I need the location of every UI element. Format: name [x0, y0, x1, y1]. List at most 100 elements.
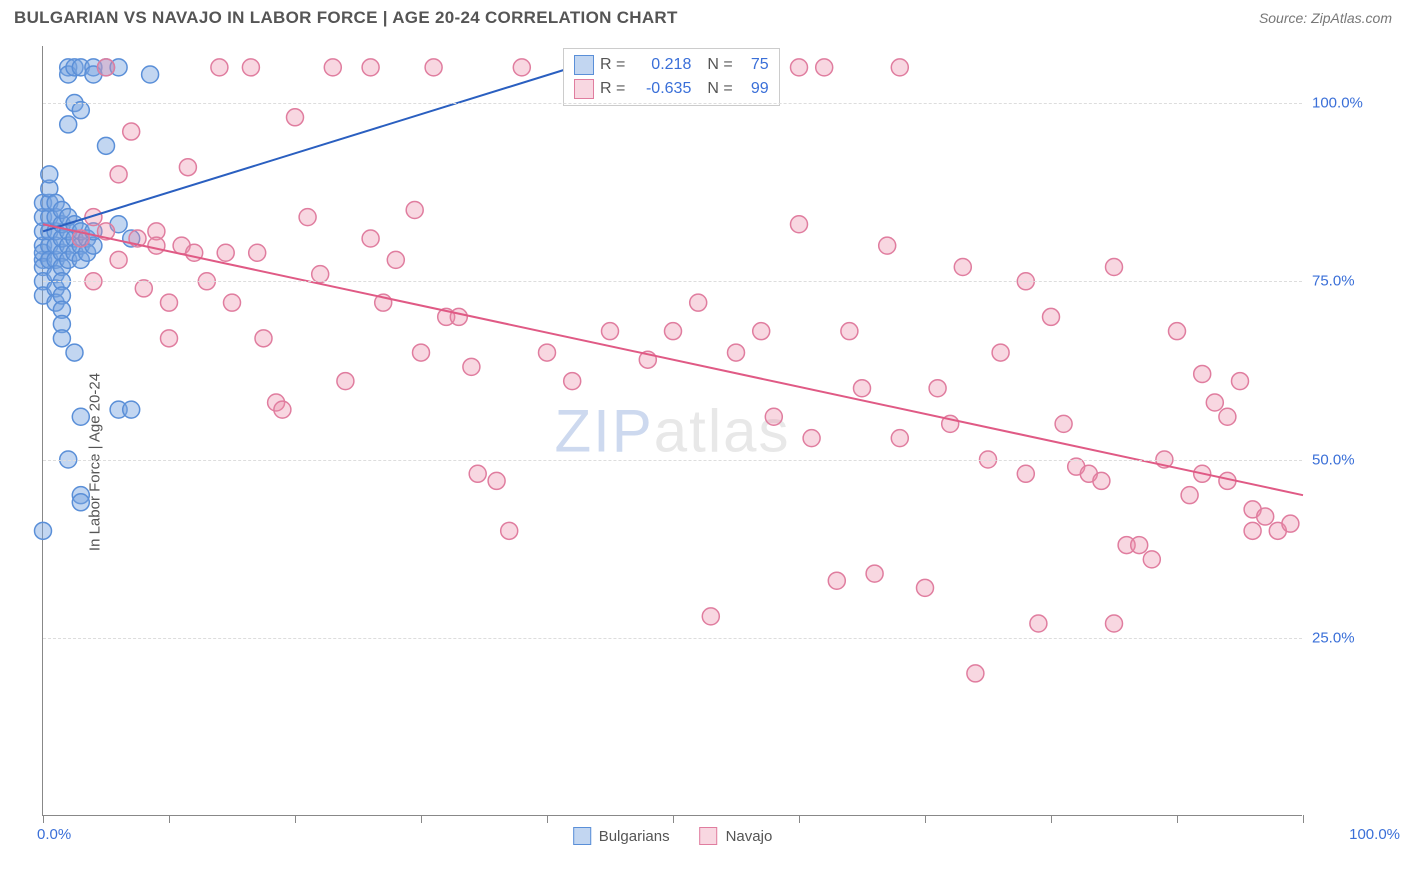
data-point: [602, 323, 619, 340]
data-point: [1257, 508, 1274, 525]
chart-container: In Labor Force | Age 20-24 ZIPatlas R = …: [0, 36, 1406, 888]
legend-label-navajo: Navajo: [726, 828, 773, 845]
plot-area: ZIPatlas R = 0.218 N = 75 R = -0.635 N =…: [42, 46, 1302, 816]
data-point: [891, 59, 908, 76]
data-point: [1206, 394, 1223, 411]
data-point: [488, 472, 505, 489]
r-value-navajo: -0.635: [631, 80, 691, 98]
data-point: [450, 308, 467, 325]
n-value-navajo: 99: [739, 80, 769, 98]
data-point: [803, 430, 820, 447]
gridline: [43, 460, 1302, 461]
y-tick-label: 50.0%: [1312, 451, 1392, 468]
data-point: [1131, 537, 1148, 554]
data-point: [992, 344, 1009, 361]
data-point: [110, 251, 127, 268]
data-point: [142, 66, 159, 83]
data-point: [753, 323, 770, 340]
data-point: [161, 294, 178, 311]
data-point: [123, 123, 140, 140]
source-label: Source: ZipAtlas.com: [1259, 10, 1392, 26]
data-point: [791, 216, 808, 233]
data-point: [854, 380, 871, 397]
data-point: [135, 280, 152, 297]
n-value-bulgarians: 75: [739, 56, 769, 74]
swatch-navajo-icon: [700, 827, 718, 845]
data-point: [179, 159, 196, 176]
data-point: [929, 380, 946, 397]
data-point: [513, 59, 530, 76]
data-point: [60, 116, 77, 133]
data-point: [879, 237, 896, 254]
chart-title: BULGARIAN VS NAVAJO IN LABOR FORCE | AGE…: [14, 8, 678, 28]
data-point: [1244, 522, 1261, 539]
data-point: [1055, 415, 1072, 432]
data-point: [406, 201, 423, 218]
data-point: [274, 401, 291, 418]
data-point: [665, 323, 682, 340]
legend-label-bulgarians: Bulgarians: [599, 828, 670, 845]
data-point: [362, 230, 379, 247]
x-tick: [295, 815, 296, 823]
data-point: [66, 344, 83, 361]
data-point: [249, 244, 266, 261]
data-point: [362, 59, 379, 76]
data-point: [72, 102, 89, 119]
data-point: [1194, 365, 1211, 382]
data-point: [967, 665, 984, 682]
swatch-bulgarians-icon: [573, 827, 591, 845]
data-point: [1093, 472, 1110, 489]
data-point: [224, 294, 241, 311]
data-point: [98, 137, 115, 154]
x-tick: [925, 815, 926, 823]
data-point: [469, 465, 486, 482]
data-point: [217, 244, 234, 261]
r-label: R =: [600, 56, 625, 74]
legend-main: Bulgarians Navajo: [573, 827, 773, 845]
y-tick-label: 25.0%: [1312, 629, 1392, 646]
x-tick: [1177, 815, 1178, 823]
data-point: [841, 323, 858, 340]
data-point: [1232, 373, 1249, 390]
data-point: [123, 401, 140, 418]
x-tick: [547, 815, 548, 823]
data-point: [148, 237, 165, 254]
x-tick: [1051, 815, 1052, 823]
data-point: [917, 579, 934, 596]
trend-line: [43, 67, 572, 231]
data-point: [72, 494, 89, 511]
data-point: [312, 266, 329, 283]
gridline: [43, 103, 1302, 104]
data-point: [463, 358, 480, 375]
data-point: [161, 330, 178, 347]
data-point: [387, 251, 404, 268]
data-point: [1106, 259, 1123, 276]
data-point: [954, 259, 971, 276]
x-axis-max-label: 100.0%: [1349, 826, 1400, 843]
data-point: [53, 330, 70, 347]
data-point: [1043, 308, 1060, 325]
data-point: [1181, 487, 1198, 504]
r-label: R =: [600, 80, 625, 98]
data-point: [1030, 615, 1047, 632]
data-point: [110, 166, 127, 183]
data-point: [891, 430, 908, 447]
data-point: [539, 344, 556, 361]
y-tick-label: 75.0%: [1312, 273, 1392, 290]
data-point: [690, 294, 707, 311]
data-point: [324, 59, 341, 76]
data-point: [1169, 323, 1186, 340]
data-point: [287, 109, 304, 126]
x-tick: [169, 815, 170, 823]
plot-svg: [43, 46, 1302, 815]
gridline: [43, 281, 1302, 282]
r-value-bulgarians: 0.218: [631, 56, 691, 74]
data-point: [41, 166, 58, 183]
data-point: [1143, 551, 1160, 568]
data-point: [72, 408, 89, 425]
data-point: [242, 59, 259, 76]
swatch-bulgarians-icon: [574, 55, 594, 75]
data-point: [1106, 615, 1123, 632]
legend-item-navajo: Navajo: [700, 827, 773, 845]
x-tick: [43, 815, 44, 823]
